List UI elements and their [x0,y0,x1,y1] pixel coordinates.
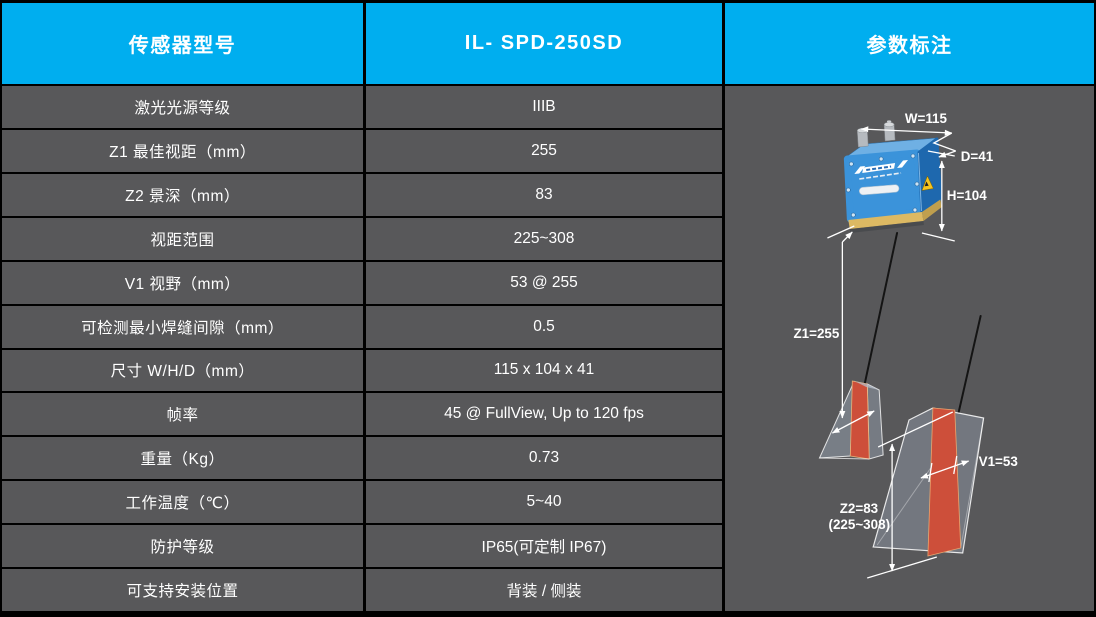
param-text: 帧率 [166,407,199,425]
param-text: 防护等级 [150,539,215,557]
param-value: IIIB [366,86,722,128]
h-name: H [947,188,957,203]
value-text: 45 @ FullView, Up to 120 fps [444,405,644,423]
param-value: IP65(可定制 IP67) [366,525,722,568]
param-value: 背装 / 侧装 [366,569,722,611]
value-text: IIIB [532,97,556,115]
param-text: 尺寸 W/H/D（mm） [110,363,255,381]
value-text: 115 x 104 x 41 [493,361,595,379]
param-text: Z2 景深（mm） [125,187,240,205]
laser-beam-lines [863,232,982,413]
value-text: 0.5 [533,317,555,335]
param-label: 帧率 [2,393,363,436]
h-value: =104 [956,188,987,203]
sensor-illustration [843,120,943,233]
param-text: 激光光源等级 [134,99,231,117]
header-parameter-annotation-label: 参数标注 [866,35,953,57]
header-sensor-model: 传感器型号 [2,3,363,84]
param-text: 工作温度（℃） [125,495,240,513]
value-text: 0.73 [528,449,560,467]
value-text: 83 [535,185,553,203]
far-field-wedge [872,407,985,557]
param-value: 0.5 [366,305,722,348]
value-text: 53 @ 255 [510,273,578,291]
near-field-wedge [818,380,884,460]
header-model-number-label: IL- SPD-250SD [464,32,624,54]
h-dimension-label: H=104 [947,188,987,203]
param-text: 可检测最小焊缝间隙（mm） [81,319,284,337]
param-label: 尺寸 W/H/D（mm） [2,349,363,392]
w-dimension-label: W=115 [905,111,948,126]
d-name: D [961,149,971,164]
param-text: 重量（Kg） [140,451,225,469]
dimension-annotations [827,126,970,579]
v1-dimension-label: V1=53 [979,454,1018,469]
param-label: 视距范围 [2,217,363,260]
z2-range-label: (225~308) [828,517,890,532]
value-text: IP65(可定制 IP67) [481,539,607,557]
d-dimension-label: D=41 [961,149,994,164]
param-value: 255 [366,129,722,172]
header-model-number: IL- SPD-250SD [366,3,722,84]
param-label: 防护等级 [2,525,363,568]
parameter-diagram: W=115 D=41 H=104 Z1=255 V1=53 Z2=83 (225… [793,111,1018,579]
param-label: 激光光源等级 [2,86,363,128]
param-label: 可检测最小焊缝间隙（mm） [2,305,363,348]
param-label: 重量（Kg） [2,437,363,480]
param-value: 45 @ FullView, Up to 120 fps [366,393,722,436]
value-text: 背装 / 侧装 [506,583,582,601]
spec-table: 传感器型号 IL- SPD-250SD 参数标注 [2,3,1094,611]
v1-name: V1 [979,454,996,469]
param-value: 53 @ 255 [366,261,722,304]
param-value: 225~308 [366,217,722,260]
param-label: V1 视野（mm） [2,261,363,304]
header-sensor-model-label: 传感器型号 [128,35,237,57]
z1-dimension-label: Z1=255 [793,326,839,341]
z1-name: Z1 [793,326,809,341]
d-value: =41 [970,149,993,164]
param-label: Z1 最佳视距（mm） [2,129,363,172]
param-text: V1 视野（mm） [124,275,241,293]
value-text: 255 [531,141,557,159]
brand-logo-icon [854,160,909,180]
v1-value: =53 [995,454,1018,469]
dimension-labels: W=115 D=41 H=104 Z1=255 V1=53 Z2=83 (225… [793,111,1017,532]
header-parameter-annotation: 参数标注 [725,3,1094,84]
value-text: 225~308 [513,229,575,247]
param-value: 115 x 104 x 41 [366,349,722,392]
param-label: 工作温度（℃） [2,481,363,524]
param-value: 83 [366,173,722,216]
param-label: Z2 景深（mm） [2,173,363,216]
param-value: 5~40 [366,481,722,524]
param-text: 视距范围 [150,231,215,249]
screw-icons [846,153,920,218]
z1-value: =255 [809,326,840,341]
parameter-diagram-cell: W=115 D=41 H=104 Z1=255 V1=53 Z2=83 (225… [725,86,1094,611]
z2-dimension-label: Z2=83 [840,501,878,516]
param-text: 可支持安装位置 [126,583,239,601]
w-name: W [905,111,918,126]
value-text: 5~40 [526,493,562,511]
z2-value: =83 [855,501,878,516]
w-value: =115 [918,111,948,126]
param-label: 可支持安装位置 [2,569,363,611]
param-value: 0.73 [366,437,722,480]
laser-warning-icon [921,175,934,191]
param-text: Z1 最佳视距（mm） [109,143,256,161]
z2-name: Z2 [840,501,856,516]
sensor-window-slot [859,184,900,196]
